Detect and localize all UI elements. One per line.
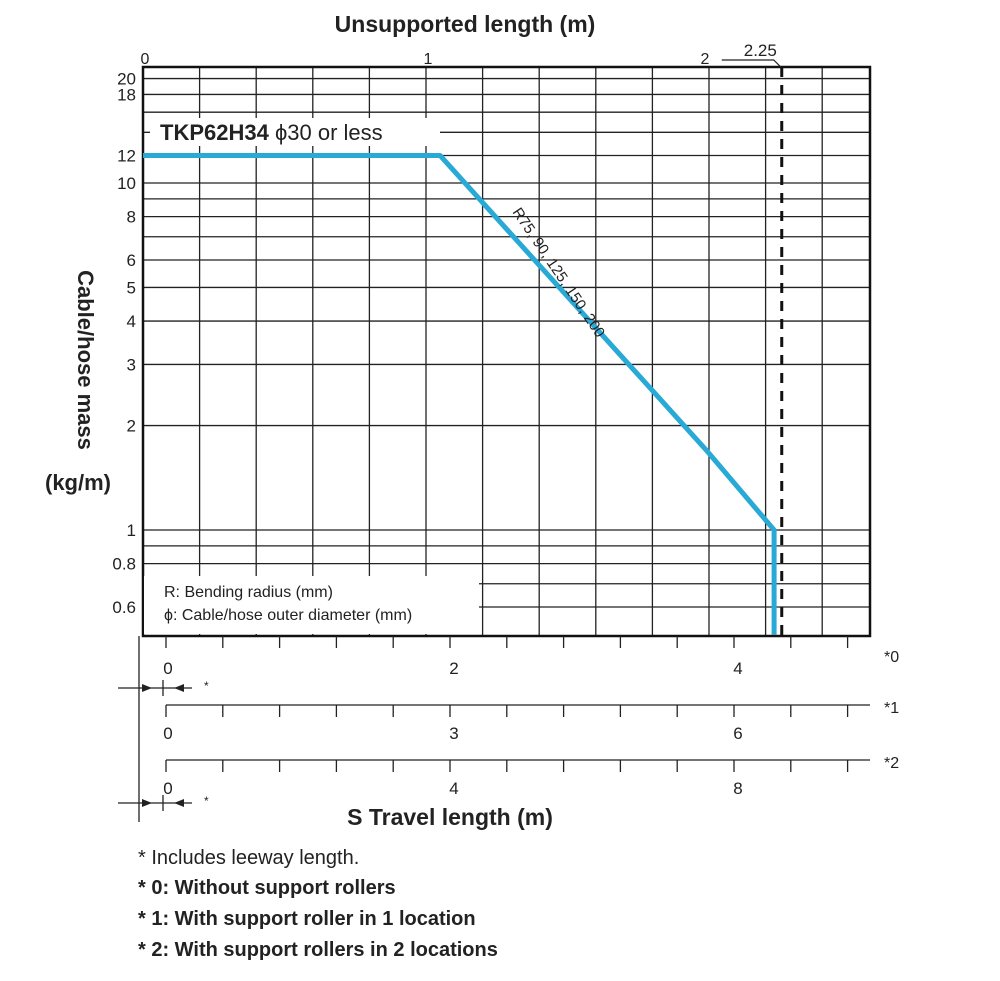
y-tick-label: 20 <box>117 70 136 89</box>
curve-annotation: R75, 90, 125, 150, 200 <box>509 205 608 341</box>
x-axis-title: S Travel length (m) <box>347 804 553 830</box>
top-marker-leader <box>721 59 783 69</box>
travel-tick-label: 3 <box>449 724 458 743</box>
y-tick-label: 4 <box>127 312 136 331</box>
travel-tick-label: 4 <box>733 659 742 678</box>
travel-tick-label: 0 <box>163 659 172 678</box>
y-tick-label: 10 <box>117 174 136 193</box>
y-tick-label: 0.8 <box>112 555 136 574</box>
leeway-arrow-icon <box>142 684 184 692</box>
y-tick-label: 12 <box>117 147 136 166</box>
legend-item: R: Bending radius (mm) <box>164 584 333 601</box>
travel-tick-label: 0 <box>163 724 172 743</box>
travel-axis-id: *0 <box>884 649 899 666</box>
legend-item: ϕ: Cable/hose outer diameter (mm) <box>164 607 412 624</box>
series-line <box>143 153 777 635</box>
top-tick-label: 2 <box>701 51 710 68</box>
y-tick-label: 3 <box>127 355 136 374</box>
top-axis-title: Unsupported length (m) <box>335 11 596 37</box>
series-label: TKP62H34 ϕ30 or less <box>160 120 383 145</box>
travel-axis-id: *1 <box>884 700 899 717</box>
y-tick-label: 8 <box>127 208 136 227</box>
leeway-asterisk: * <box>204 679 209 693</box>
top-marker-label: 2.25 <box>744 41 777 60</box>
footnote: * 2: With support rollers in 2 locations <box>138 939 498 961</box>
top-tick-label: 1 <box>424 51 433 68</box>
y-tick-label: 5 <box>127 278 136 297</box>
footnote: * Includes leeway length. <box>138 847 359 869</box>
leeway-asterisk: * <box>204 794 209 808</box>
travel-tick-label: 6 <box>733 724 742 743</box>
travel-tick-label: 8 <box>733 779 742 798</box>
plot-frame <box>141 65 872 638</box>
grid <box>141 65 872 638</box>
travel-tick-label: 0 <box>163 779 172 798</box>
travel-tick-label: 4 <box>449 779 458 798</box>
y-tick-label: 0.6 <box>112 598 136 617</box>
y-tick-label: 18 <box>117 85 136 104</box>
travel-axis-id: *2 <box>884 755 899 772</box>
legend-box <box>144 576 479 634</box>
top-tick-label: 0 <box>141 51 150 68</box>
series-label-bg <box>150 118 440 146</box>
y-tick-label: 1 <box>127 521 136 540</box>
y-axis-unit: (kg/m) <box>45 470 111 495</box>
footnote: * 0: Without support rollers <box>138 877 396 899</box>
footnote: * 1: With support roller in 1 location <box>138 908 476 930</box>
y-axis-title: Cable/hose mass <box>73 270 98 450</box>
y-tick-label: 2 <box>127 417 136 436</box>
travel-tick-label: 2 <box>449 659 458 678</box>
y-tick-label: 6 <box>127 251 136 270</box>
leeway-arrow-icon <box>142 799 184 807</box>
